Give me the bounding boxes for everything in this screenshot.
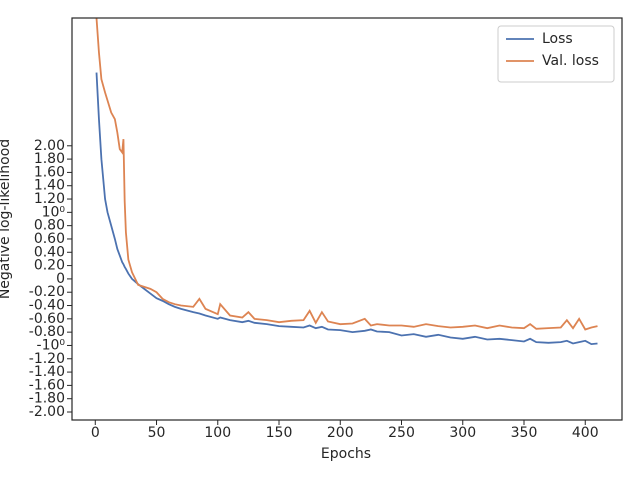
y-tick-label: 0.60 <box>34 231 65 247</box>
x-tick-label: 200 <box>327 425 354 441</box>
x-axis-label: Epochs <box>321 446 371 462</box>
legend-label: Loss <box>542 31 573 47</box>
x-tick-label: 250 <box>388 425 415 441</box>
y-tick-label: -0.80 <box>29 324 65 340</box>
y-axis-label: Negative log-likelihood <box>0 139 13 299</box>
x-tick-label: 150 <box>266 425 293 441</box>
y-tick-label: -10⁰ <box>37 337 66 353</box>
y-tick-label: -0.60 <box>29 311 65 327</box>
y-tick-label: -1.40 <box>29 364 65 380</box>
y-tick-label: 0 <box>56 271 65 287</box>
y-tick-label: 1.80 <box>34 151 65 167</box>
y-tick-label: 0.20 <box>34 258 65 274</box>
x-tick-label: 300 <box>449 425 476 441</box>
y-tick-label: -0.20 <box>29 284 65 300</box>
y-tick-label: -1.20 <box>29 351 65 367</box>
x-tick-label: 100 <box>204 425 231 441</box>
x-tick-label: 400 <box>572 425 599 441</box>
legend: Loss Val. loss <box>497 25 615 83</box>
plot-frame <box>71 17 623 421</box>
y-tick-label: 0.40 <box>34 244 65 260</box>
y-tick-label: 1.20 <box>34 191 65 207</box>
y-tick-label: 2.00 <box>34 138 65 154</box>
x-tick-label: 350 <box>511 425 538 441</box>
y-tick-label: 1.60 <box>34 164 65 180</box>
y-tick-label: -1.80 <box>29 391 65 407</box>
x-tick-label: 50 <box>148 425 166 441</box>
y-tick-label: -0.40 <box>29 298 65 314</box>
line-series <box>95 72 598 346</box>
y-tick-label: 10⁰ <box>42 204 66 220</box>
legend-label: Val. loss <box>542 53 599 69</box>
x-tick-label: 0 <box>91 425 100 441</box>
y-tick-label: 0.80 <box>34 218 65 234</box>
y-tick-label: 1.40 <box>34 178 65 194</box>
y-tick-label: -1.60 <box>29 377 65 393</box>
line-series <box>95 18 598 331</box>
y-tick-label: -2.00 <box>29 404 65 420</box>
legend-box <box>497 25 615 83</box>
